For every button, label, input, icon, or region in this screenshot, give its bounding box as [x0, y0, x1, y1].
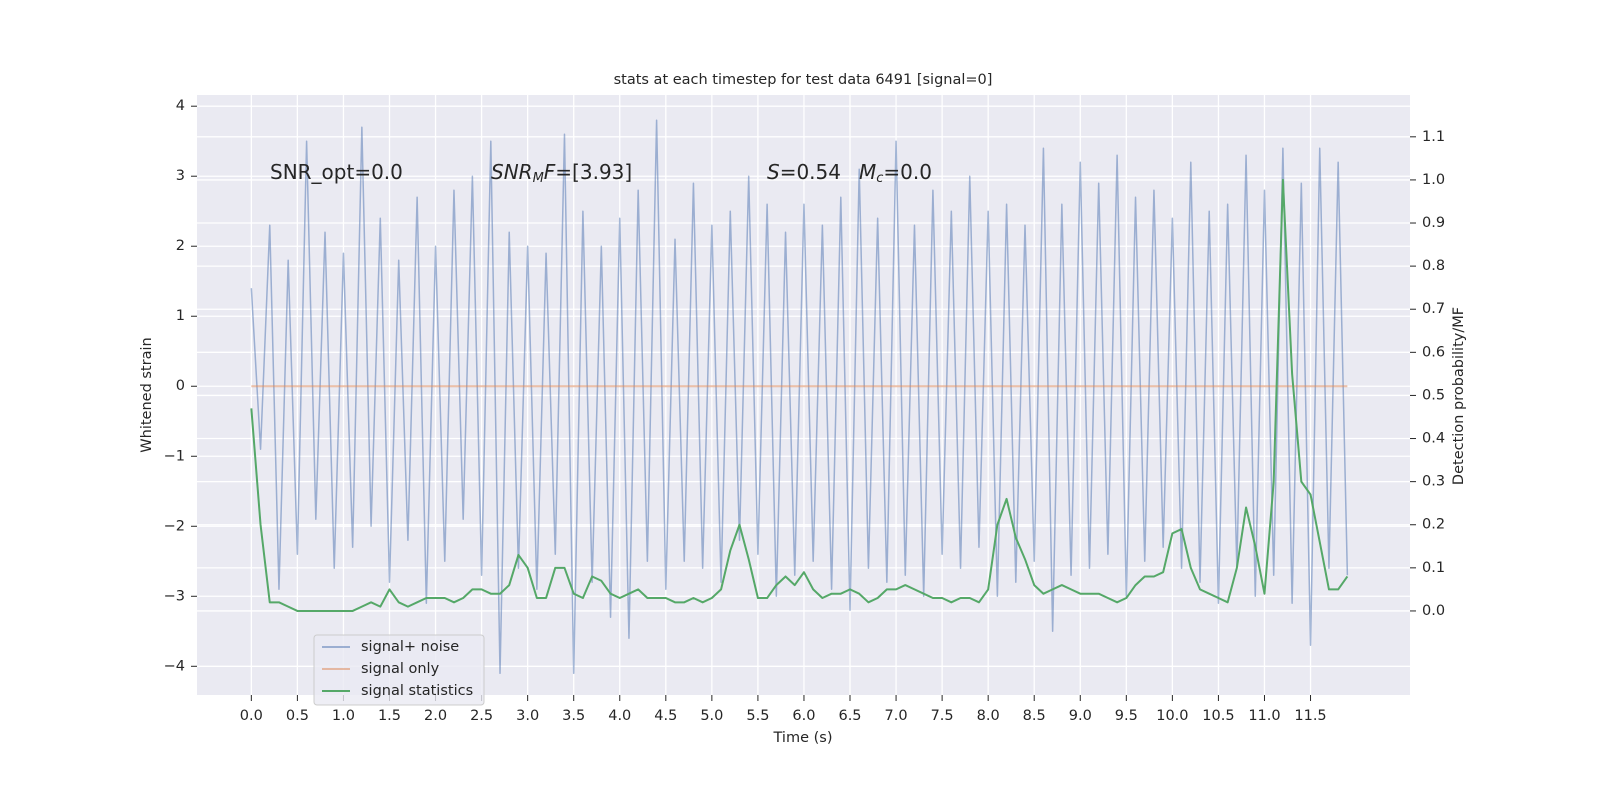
y2-tick-label: 0.0 [1422, 603, 1445, 619]
x-tick-label: 9.0 [1069, 708, 1092, 724]
y2-tick-label: 0.2 [1422, 517, 1445, 533]
y2-tick-label: 0.4 [1422, 431, 1445, 447]
y2-tick-label: 0.9 [1422, 215, 1445, 231]
x-tick-label: 0.5 [286, 708, 309, 724]
annotation-part: =0.0 [883, 160, 932, 184]
x-tick-label: 10.0 [1156, 708, 1188, 724]
annotation-part: c [876, 171, 883, 186]
legend-label: signal statistics [361, 683, 473, 699]
y-tick-label: −4 [164, 658, 185, 674]
x-tick-label: 9.5 [1115, 708, 1138, 724]
y-tick-label: 2 [176, 238, 185, 254]
x-tick-label: 2.0 [424, 708, 447, 724]
x-tick-label: 3.0 [516, 708, 539, 724]
annotation-part: M [533, 171, 544, 186]
series-line [250, 119, 1349, 675]
annotation-part: SNR_opt=0.0 [270, 160, 403, 184]
y2-tick-label: 0.5 [1422, 387, 1445, 403]
x-tick-label: 6.0 [792, 708, 815, 724]
annotation-part: S [767, 160, 780, 184]
y-tick-label: −1 [164, 448, 185, 464]
y2-tick-label: 0.6 [1422, 344, 1445, 360]
y-axis-label: Whitened strain [139, 337, 155, 452]
y-tick-label: −3 [164, 588, 185, 604]
x-axis-label: Time (s) [773, 730, 833, 746]
y2-tick-label: 0.1 [1422, 560, 1445, 576]
annotation: S=0.54 [767, 160, 841, 184]
x-tick-label: 7.0 [885, 708, 908, 724]
x-tick-label: 0.0 [240, 708, 263, 724]
y-tick-label: 0 [176, 378, 185, 394]
y2-tick-label: 1.1 [1422, 129, 1445, 145]
x-tick-label: 11.0 [1248, 708, 1280, 724]
annotation-part: =[3.93] [555, 160, 632, 184]
y-tick-label: 4 [176, 98, 185, 114]
x-tick-label: 5.0 [700, 708, 723, 724]
x-tick-label: 8.0 [977, 708, 1000, 724]
y2-axis-label: Detection probability/MF [1451, 307, 1467, 485]
annotation-part: SNR [491, 160, 533, 184]
annotation-part: =0.54 [780, 160, 841, 184]
y2-tick-label: 0.7 [1422, 301, 1445, 317]
legend: signal+ noise signal only signal statistic… [313, 634, 485, 706]
x-tick-label: 11.5 [1294, 708, 1326, 724]
series-line [250, 178, 1349, 612]
legend-box [313, 634, 485, 706]
annotation: SNR_opt=0.0 [270, 160, 403, 184]
x-tick-label: 1.5 [378, 708, 401, 724]
chart-title: stats at each timestep for test data 649… [614, 72, 993, 88]
x-tick-label: 3.5 [562, 708, 585, 724]
annotation: SNRMF=[3.93] [491, 160, 632, 186]
legend-label: signal only [361, 661, 440, 677]
x-tick-label: 6.5 [838, 708, 861, 724]
x-tick-label: 7.5 [931, 708, 954, 724]
legend-label: signal+ noise [361, 639, 459, 655]
x-tick-label: 5.5 [746, 708, 769, 724]
y-tick-label: −2 [164, 518, 185, 534]
y2-tick-label: 0.8 [1422, 258, 1445, 274]
x-tick-label: 4.0 [608, 708, 631, 724]
x-tick-label: 4.5 [654, 708, 677, 724]
y-tick-label: 3 [176, 168, 185, 184]
x-tick-label: 8.5 [1023, 708, 1046, 724]
y2-tick-label: 1.0 [1422, 172, 1445, 188]
annotation: Mc=0.0 [859, 160, 932, 186]
x-tick-label: 1.0 [332, 708, 355, 724]
y-tick-label: 1 [176, 308, 185, 324]
x-tick-label: 2.5 [470, 708, 493, 724]
x-tick-label: 10.5 [1202, 708, 1234, 724]
y2-tick-label: 0.3 [1422, 474, 1445, 490]
annotation-part: F [544, 160, 556, 184]
annotation-part: M [859, 160, 876, 184]
